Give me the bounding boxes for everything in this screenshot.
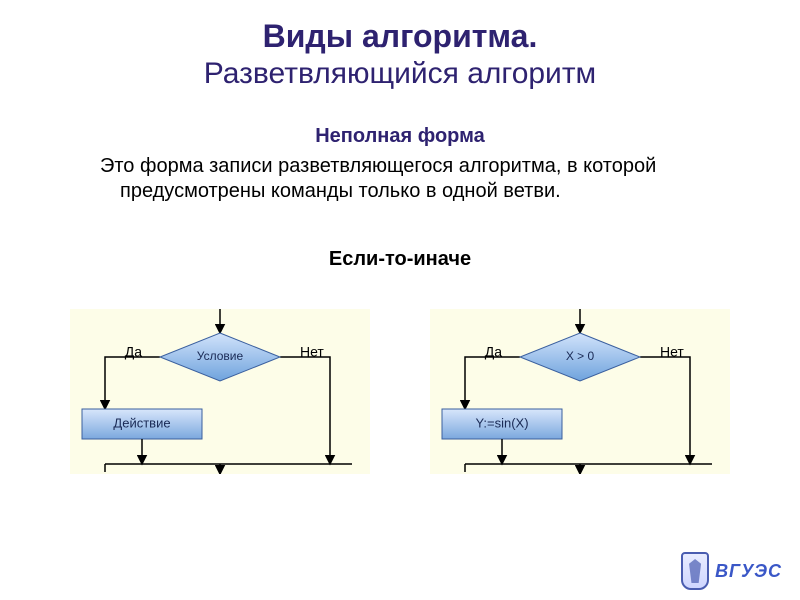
svg-text:Y:=sin(X): Y:=sin(X) — [475, 415, 528, 430]
title-line1: Виды алгоритма. — [0, 18, 800, 55]
title-line2: Разветвляющийся алгоритм — [0, 57, 800, 91]
body-text: Это форма записи разветвляющегося алгори… — [100, 154, 720, 204]
svg-text:Условие: Условие — [197, 349, 244, 363]
svg-text:Нет: Нет — [660, 344, 684, 360]
logo: ВГУЭС — [681, 552, 782, 590]
diagrams-row: Условие Да Нет Действие X > 0 Да Нет Y:=sin(X) — [0, 309, 800, 474]
subtitle: Неполная форма — [0, 125, 800, 148]
section-label: Если-то-иначе — [0, 248, 800, 271]
svg-text:X > 0: X > 0 — [566, 349, 595, 363]
svg-text:Нет: Нет — [300, 344, 324, 360]
svg-text:Действие: Действие — [113, 415, 170, 430]
flowchart-example: X > 0 Да Нет Y:=sin(X) — [430, 309, 730, 474]
subtitle-block: Неполная форма — [0, 125, 800, 148]
logo-text: ВГУЭС — [715, 561, 782, 582]
logo-crest-icon — [681, 552, 709, 590]
svg-text:Да: Да — [125, 344, 142, 360]
svg-text:Да: Да — [485, 344, 502, 360]
title-block: Виды алгоритма. Разветвляющийся алгоритм — [0, 0, 800, 91]
flowchart-generic: Условие Да Нет Действие — [70, 309, 370, 474]
